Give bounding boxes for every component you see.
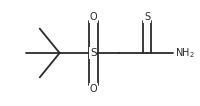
Text: O: O	[90, 84, 97, 94]
Text: S: S	[90, 48, 97, 58]
Text: O: O	[90, 12, 97, 22]
Text: S: S	[144, 12, 150, 22]
Text: NH$_2$: NH$_2$	[175, 46, 195, 60]
